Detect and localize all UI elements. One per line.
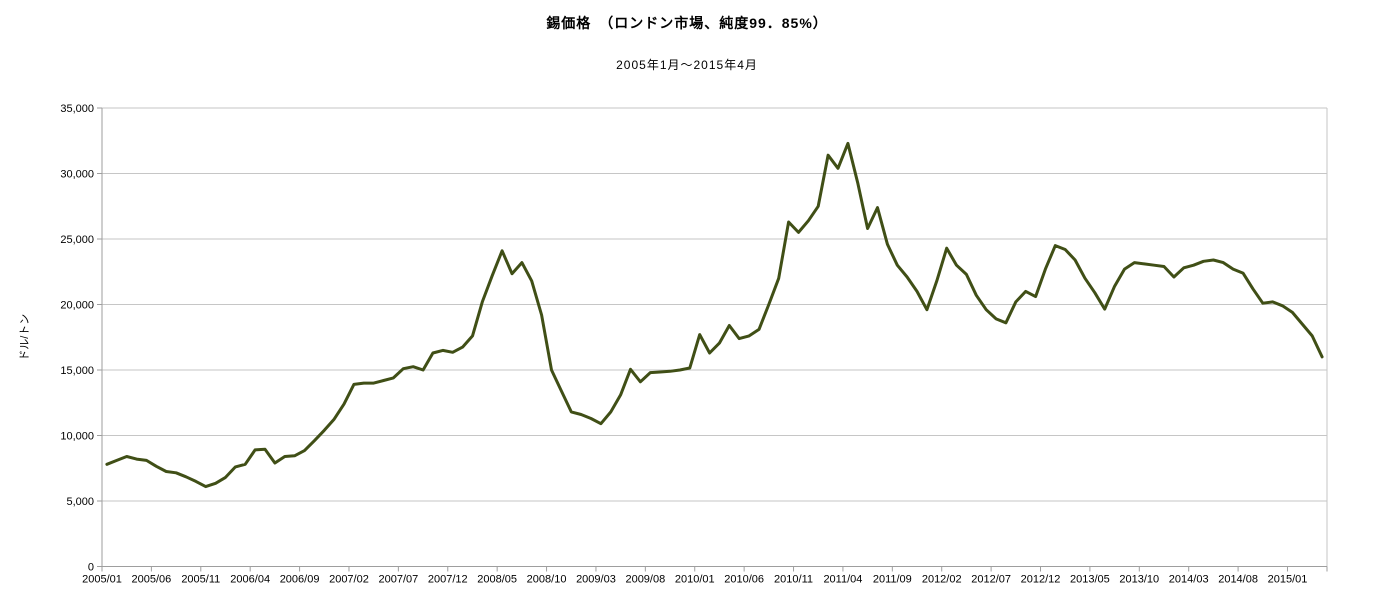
- x-tick-label: 2007/02: [329, 574, 369, 586]
- x-tick-label: 2013/05: [1070, 574, 1110, 586]
- x-tick-label: 2013/10: [1119, 574, 1159, 586]
- x-axis-tick-labels: 2005/01 2005/06 2005/11 2006/04 2006/09 2007/…: [82, 566, 1328, 586]
- x-tick-label: 2012/02: [922, 574, 962, 586]
- x-tick-label: 2008/05: [477, 574, 517, 586]
- y-tick-label: 5,000: [66, 496, 94, 508]
- x-tick-label: 2005/06: [132, 574, 172, 586]
- chart-subtitle: 2005年1月～2015年4月: [616, 58, 758, 72]
- x-tick-label: 2014/03: [1169, 574, 1209, 586]
- x-tick-label: 2005/11: [181, 574, 220, 586]
- x-tick-label: 2007/07: [378, 574, 418, 586]
- x-tick-label: 2010/06: [724, 574, 764, 586]
- x-tick-label: 2006/04: [230, 574, 270, 586]
- x-tick-label: 2008/10: [527, 574, 567, 586]
- y-tick-label: 10,000: [60, 431, 94, 443]
- x-tick-label: 2009/03: [576, 574, 616, 586]
- x-tick-label: 2006/09: [280, 574, 320, 586]
- y-tick-label: 15,000: [60, 365, 94, 377]
- x-tick-label: 2009/08: [625, 574, 665, 586]
- y-axis-tick-labels: 0 5,000 10,000 15,000 20,000 25,000 30,000 35,0…: [60, 103, 94, 574]
- x-tick-label: 2010/11: [774, 574, 813, 586]
- y-gridlines: [97, 107, 1327, 567]
- y-tick-label: 25,000: [60, 234, 94, 246]
- x-tick-label: 2010/01: [675, 574, 715, 586]
- y-tick-label: 0: [88, 562, 94, 574]
- x-tick-label: 2011/09: [873, 574, 912, 586]
- y-tick-label: 20,000: [60, 300, 94, 312]
- x-tick-label: 2005/01: [82, 574, 122, 586]
- x-tick-label: 2015/01: [1268, 574, 1308, 586]
- x-tick-label: 2012/07: [971, 574, 1011, 586]
- y-tick-label: 30,000: [60, 169, 94, 181]
- x-tick-label: 2011/04: [823, 574, 862, 586]
- price-line: [105, 141, 1324, 489]
- y-axis-title: ドル/トン: [19, 314, 31, 361]
- x-tick-label: 2012/12: [1021, 574, 1061, 586]
- y-tick-label: 35,000: [60, 103, 94, 115]
- x-tick-label: 2014/08: [1218, 574, 1258, 586]
- x-tick-label: 2007/12: [428, 574, 468, 586]
- chart-title: 錫価格 （ロンドン市場、純度99．85%）: [546, 15, 828, 31]
